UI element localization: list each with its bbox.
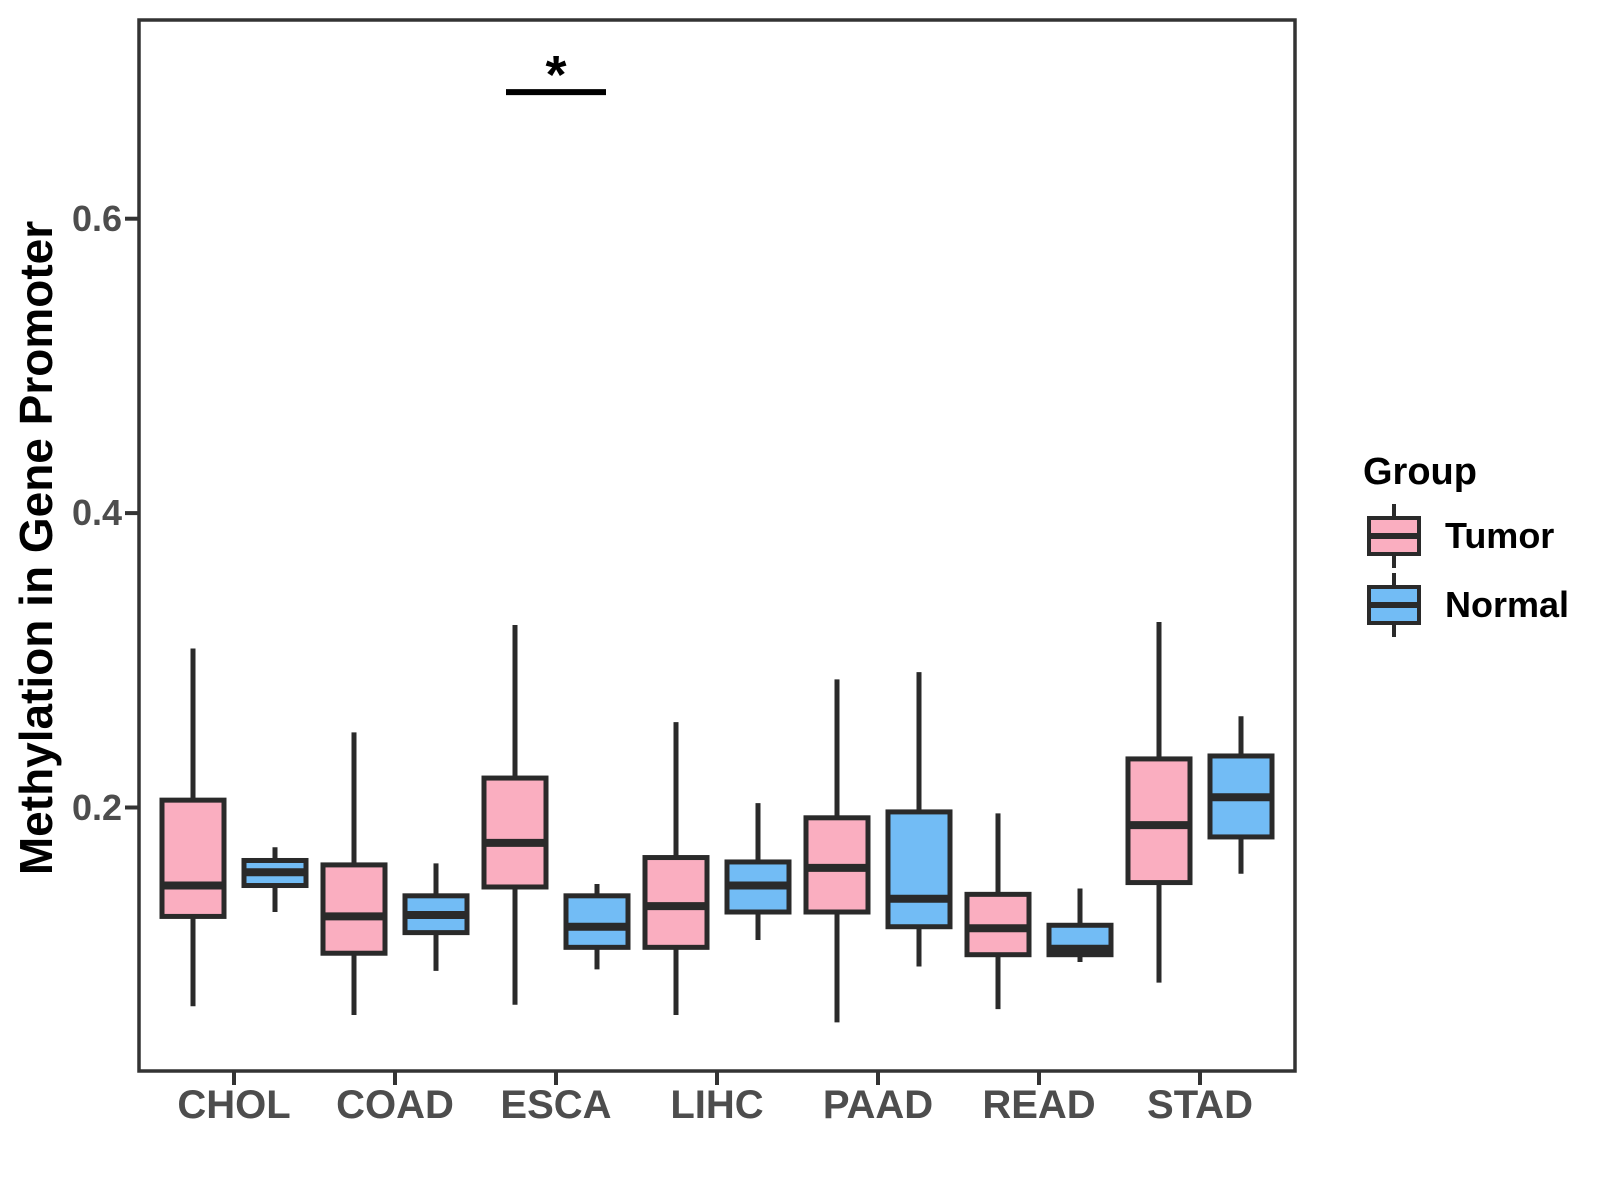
- y-axis-title: Methylation in Gene Promoter: [10, 220, 62, 876]
- legend-label-normal: Normal: [1445, 584, 1570, 625]
- box-esca-tumor: [481, 775, 549, 890]
- y-tick-label-0.4: 0.4: [71, 492, 122, 533]
- y-tick-label-0.6: 0.6: [71, 198, 122, 239]
- legend-glyph-tumor-boxplot-icon: [1367, 504, 1421, 568]
- significance-asterisk: *: [545, 45, 567, 105]
- legend-glyph-normal-boxplot-icon: [1367, 573, 1421, 637]
- panel-border: [137, 18, 1297, 1073]
- x-tick-label-read: READ: [982, 1083, 1096, 1127]
- box-chol-tumor: [159, 797, 227, 919]
- x-tick-label-stad: STAD: [1147, 1083, 1253, 1127]
- box-paad-normal: [885, 809, 953, 930]
- x-tick-label-lihc: LIHC: [670, 1083, 764, 1127]
- y-tick-label-0.2: 0.2: [71, 787, 122, 828]
- x-tick-label-chol: CHOL: [177, 1083, 291, 1127]
- box-coad-tumor: [320, 862, 388, 956]
- x-tick-label-paad: PAAD: [822, 1083, 934, 1127]
- x-tick-label-esca: ESCA: [500, 1083, 612, 1127]
- box-stad-tumor: [1125, 756, 1193, 886]
- legend-label-tumor: Tumor: [1445, 515, 1555, 556]
- legend-title: Group: [1363, 451, 1477, 493]
- x-tick-label-coad: COAD: [336, 1083, 454, 1127]
- box-esca-normal: [563, 893, 631, 950]
